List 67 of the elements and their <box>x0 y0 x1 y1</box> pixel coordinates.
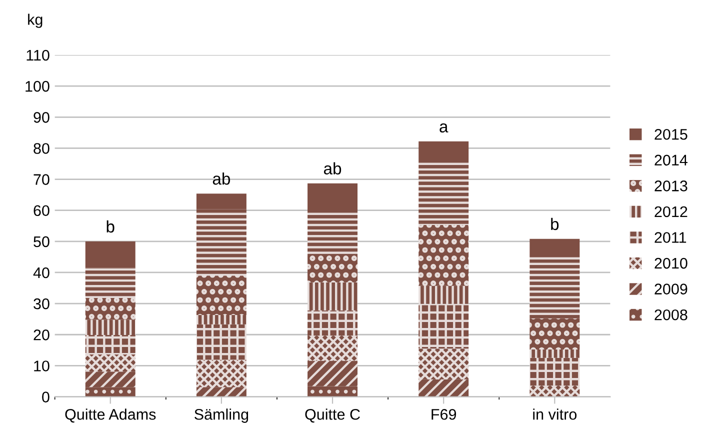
bar <box>85 298 136 320</box>
bar <box>196 387 246 397</box>
x-tick-label: Sämling <box>194 408 248 423</box>
bar <box>418 162 469 225</box>
bar <box>308 336 358 361</box>
bar <box>85 268 136 298</box>
bar <box>85 387 136 397</box>
y-tick-label: 80 <box>34 143 50 154</box>
bar <box>530 256 580 318</box>
bar <box>196 209 246 276</box>
y-tick-label: 40 <box>33 267 50 278</box>
x-tick-label: Quitte C <box>305 408 360 423</box>
bar <box>308 254 358 282</box>
bar <box>530 358 580 386</box>
legend-label: 2015 <box>654 128 688 140</box>
bar <box>196 360 246 388</box>
annotation: a <box>440 123 448 133</box>
legend-label: 2012 <box>654 206 688 218</box>
bar <box>418 348 469 380</box>
y-tick-label: 20 <box>34 330 50 340</box>
legend-label: 2009 <box>654 284 688 294</box>
y-axis-title: kg <box>28 14 42 28</box>
bar <box>196 276 246 316</box>
annotation: b <box>551 218 559 230</box>
bar <box>85 354 136 372</box>
y-tick-label: 90 <box>34 112 50 123</box>
bar <box>308 282 358 310</box>
bar <box>308 310 358 336</box>
bar <box>308 386 358 397</box>
x-tick-label: in vitro <box>533 408 577 420</box>
bar <box>418 224 469 286</box>
legend-label: 2010 <box>654 258 688 269</box>
x-tick-label: Quitte Adams <box>65 408 156 423</box>
bar <box>530 238 580 256</box>
bar <box>530 350 580 358</box>
y-tick-label: 0 <box>42 392 50 402</box>
bar <box>308 360 358 386</box>
bar <box>196 324 246 360</box>
annotation: ab <box>324 162 342 174</box>
y-tick-label: 70 <box>34 174 50 185</box>
y-tick-label: 50 <box>34 236 50 248</box>
bar <box>418 304 469 349</box>
bar <box>308 183 358 213</box>
bar <box>85 241 136 268</box>
bar <box>418 141 469 162</box>
annotation: ab <box>212 172 230 185</box>
bar <box>308 212 358 254</box>
bar <box>85 372 136 388</box>
legend-label: 2011 <box>654 232 686 243</box>
y-tick-label: 110 <box>26 50 50 61</box>
y-tick-label: 10 <box>34 360 50 372</box>
annotation: b <box>106 220 114 233</box>
bar <box>196 315 246 324</box>
x-tick-label: F69 <box>432 408 456 420</box>
bar <box>530 386 580 397</box>
legend-label: 2013 <box>654 180 688 192</box>
legend-label: 2014 <box>654 154 688 166</box>
bar <box>530 318 580 350</box>
bar <box>418 286 469 304</box>
bar <box>196 194 246 210</box>
bar <box>418 379 469 397</box>
y-tick-label: 100 <box>26 80 50 92</box>
bar <box>85 334 136 355</box>
bar <box>85 320 136 335</box>
legend-label: 2008 <box>654 309 688 320</box>
y-tick-label: 30 <box>34 298 50 310</box>
y-tick-label: 60 <box>34 205 50 216</box>
